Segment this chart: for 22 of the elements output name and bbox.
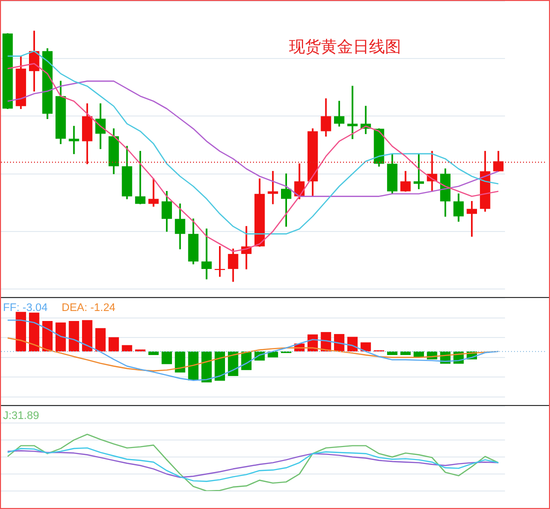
bar	[174, 351, 186, 372]
bar	[42, 320, 53, 352]
bar	[108, 337, 119, 352]
bar	[122, 345, 132, 352]
chart-title: 现货黄金日线图	[289, 37, 401, 58]
bar	[188, 351, 198, 380]
bar	[148, 351, 159, 356]
bar	[387, 351, 398, 356]
bar	[56, 322, 66, 352]
bar	[28, 312, 40, 352]
bar	[16, 312, 26, 352]
bar	[360, 342, 371, 352]
series-label: FF: -3.04	[3, 302, 48, 314]
text: DEA: -1.24	[62, 302, 116, 314]
bar	[95, 328, 106, 352]
bar	[201, 351, 212, 382]
bar	[82, 320, 92, 352]
bar	[162, 351, 172, 364]
text: J:31.89	[3, 410, 40, 422]
bar	[68, 320, 80, 352]
bar	[400, 351, 411, 356]
bar	[214, 351, 226, 381]
